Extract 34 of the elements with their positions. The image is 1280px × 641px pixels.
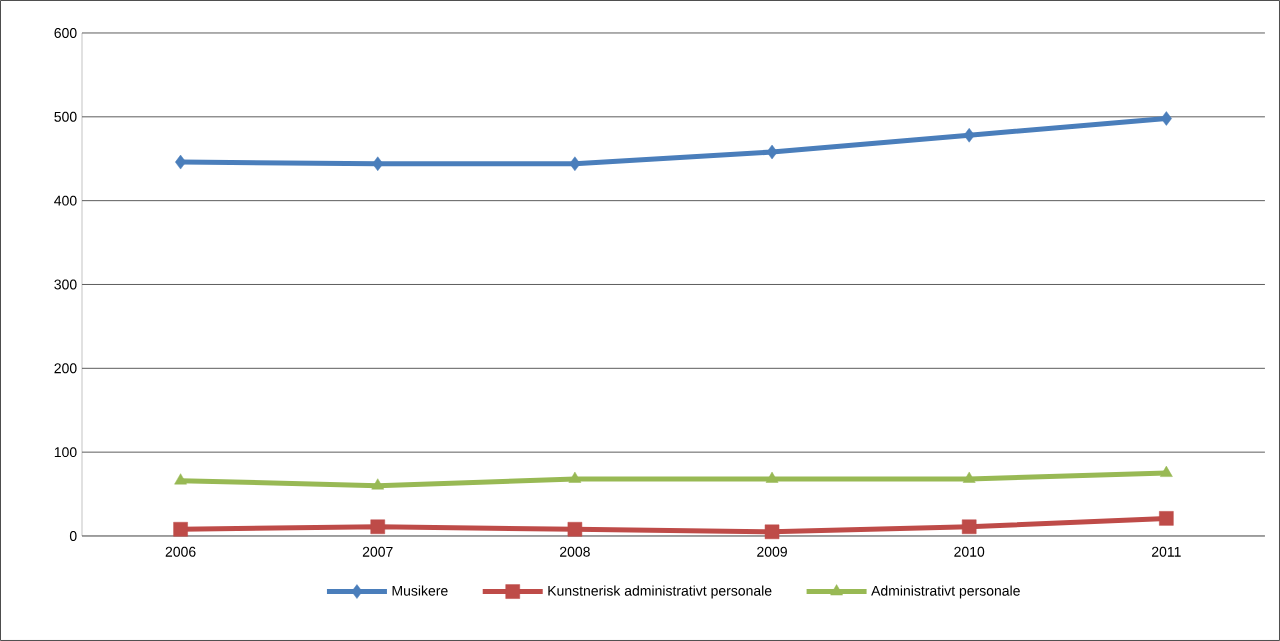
x-tick-label: 2009 — [757, 546, 787, 557]
x-tick-label: 2011 — [1152, 546, 1181, 557]
point — [174, 473, 187, 485]
point — [569, 156, 581, 172]
point — [370, 519, 385, 535]
y-tick-label: 0 — [69, 531, 77, 541]
x-tick-label: 2007 — [362, 546, 393, 557]
point — [371, 478, 385, 490]
point — [764, 524, 780, 540]
y-tick-label: 300 — [54, 279, 77, 290]
point — [766, 144, 778, 160]
point — [173, 522, 188, 537]
point — [963, 128, 975, 143]
y-tick-label: 600 — [54, 28, 77, 38]
x-tick-label: 2010 — [954, 546, 985, 557]
point — [962, 471, 976, 483]
point — [961, 519, 977, 535]
y-tick-label: 100 — [54, 447, 77, 458]
point — [567, 522, 583, 537]
point — [568, 471, 582, 483]
x-tick-label: 2008 — [560, 546, 590, 557]
point — [372, 156, 384, 172]
legend-label: Musikere — [392, 585, 448, 596]
point — [175, 154, 187, 170]
y-tick-label: 200 — [54, 363, 77, 374]
x-tick-label: 2006 — [165, 546, 196, 557]
point — [1160, 111, 1172, 126]
point — [1160, 465, 1173, 477]
y-tick-label: 400 — [54, 195, 77, 206]
y-tick-label: 500 — [54, 111, 77, 122]
legend-label: Kunstnerisk administrativt personale — [548, 585, 772, 599]
legend-label: Administrativt personale — [871, 585, 1020, 599]
point — [765, 471, 779, 483]
point — [1159, 511, 1174, 526]
